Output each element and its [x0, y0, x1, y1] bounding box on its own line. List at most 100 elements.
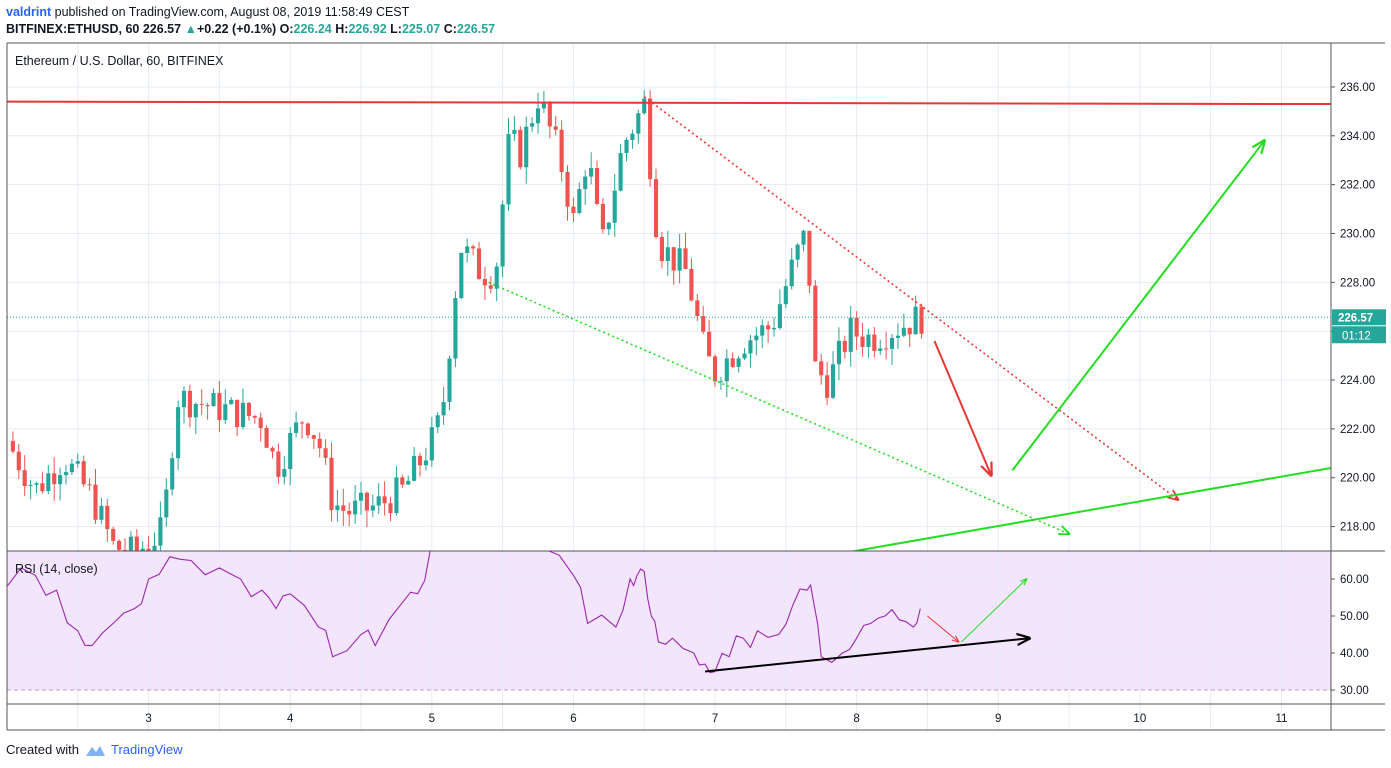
candle-body — [813, 285, 818, 362]
candle-body — [777, 304, 782, 328]
candle-body — [819, 361, 824, 376]
candle-body — [152, 545, 157, 551]
candle-body — [229, 399, 234, 405]
candle-body — [512, 129, 517, 134]
low-value: 225.07 — [401, 22, 441, 36]
candle-body — [134, 536, 139, 551]
candle-body — [63, 472, 69, 476]
candle-body — [140, 548, 145, 551]
candle-body — [524, 126, 529, 168]
publish-info: valdrint published on TradingView.com, A… — [6, 5, 409, 19]
high-value: 226.92 — [348, 22, 387, 36]
candle-body — [323, 448, 328, 458]
candle-body — [128, 536, 133, 551]
candle-body — [40, 483, 45, 492]
tradingview-brand[interactable]: TradingView — [110, 742, 183, 757]
rising-support-line[interactable] — [715, 466, 1331, 575]
candle-body — [630, 133, 635, 140]
candle-body — [677, 248, 682, 271]
candle-body — [860, 336, 865, 347]
price-tick-label: 228.00 — [1340, 277, 1375, 289]
rsi-trend-line[interactable] — [705, 638, 1029, 673]
price-axis[interactable]: 218.00220.00222.00224.00226.00228.00230.… — [1331, 82, 1386, 697]
price-tick-label: 234.00 — [1340, 131, 1375, 143]
candle-body — [872, 334, 877, 351]
time-tick-label: 11 — [1275, 713, 1287, 725]
author-link[interactable]: valdrint — [6, 5, 52, 19]
candle-body — [270, 447, 275, 452]
rsi-tick-label: 60.00 — [1340, 574, 1369, 586]
candle-body — [75, 461, 80, 464]
candle-body — [642, 98, 647, 114]
candle-body — [718, 381, 723, 383]
rsi-up-arrow[interactable] — [961, 579, 1026, 643]
candle-body — [282, 469, 287, 477]
chart-title: Ethereum / U.S. Dollar, 60, BITFINEX — [15, 54, 224, 68]
time-tick-label: 6 — [570, 713, 576, 725]
candle-body — [16, 451, 21, 471]
descending-channel-top[interactable] — [643, 96, 1178, 500]
candle-body — [453, 298, 458, 359]
candle-body — [783, 286, 788, 305]
candle-body — [299, 422, 305, 424]
candle-body — [170, 458, 175, 490]
time-tick-label: 9 — [995, 713, 1001, 725]
candle-body — [683, 248, 688, 269]
candle-body — [541, 103, 546, 109]
candle-body — [771, 327, 777, 330]
candle-body — [535, 108, 541, 124]
rsi-pane — [7, 551, 1331, 691]
candles — [10, 90, 924, 551]
candle-body — [659, 237, 664, 262]
rsi-label: RSI (14, close) — [15, 562, 98, 576]
candle-body — [671, 247, 676, 271]
candle-body — [606, 222, 611, 230]
time-axis[interactable]: 3 4 5 6 7 8 9 10 11 — [145, 713, 1287, 725]
candle-body — [854, 317, 859, 337]
time-tick-label: 8 — [853, 713, 859, 725]
candle-body — [878, 348, 883, 351]
price-chart[interactable]: Ethereum / U.S. Dollar, 60, BITFINEX RSI … — [0, 0, 1391, 740]
candle-body — [99, 505, 104, 520]
candle-body — [795, 244, 800, 260]
candle-body — [712, 356, 718, 382]
candle-body — [252, 415, 257, 418]
candle-body — [294, 422, 299, 433]
price-tick-label: 218.00 — [1340, 522, 1375, 534]
candle-body — [158, 517, 163, 546]
candle-body — [276, 451, 281, 477]
resistance-line[interactable] — [7, 100, 1331, 106]
candle-body — [884, 348, 889, 350]
candle-body — [406, 480, 411, 485]
candle-body — [748, 340, 753, 354]
down-arrow[interactable] — [933, 340, 992, 475]
candle-body — [648, 98, 653, 180]
candle-body — [636, 113, 641, 134]
candle-body — [500, 204, 505, 267]
candle-body — [553, 126, 558, 130]
candle-body — [730, 358, 735, 367]
candle-body — [506, 133, 511, 205]
low-label: L: — [390, 22, 402, 36]
candle-body — [105, 505, 110, 530]
rsi-band — [7, 551, 1331, 690]
rsi-down-arrow[interactable] — [927, 615, 958, 642]
tradingview-cloud-icon — [85, 745, 105, 756]
candle-body — [341, 505, 346, 511]
candle-body — [724, 358, 729, 382]
candle-body — [217, 393, 222, 420]
candle-body — [789, 259, 794, 287]
candle-body — [423, 460, 428, 466]
candle-body — [81, 461, 86, 485]
candle-body — [624, 139, 629, 154]
candle-body — [571, 206, 576, 213]
candle-body — [417, 455, 423, 466]
descending-channel-bottom[interactable] — [488, 281, 1069, 534]
candle-body — [429, 427, 434, 461]
time-tick-label: 5 — [429, 713, 435, 725]
candle-body — [376, 496, 381, 506]
price-change: +0.22 (+0.1%) — [196, 22, 277, 36]
up-arrow[interactable] — [1011, 141, 1264, 472]
candle-body — [34, 483, 39, 485]
countdown-text: 01:12 — [1342, 330, 1371, 342]
